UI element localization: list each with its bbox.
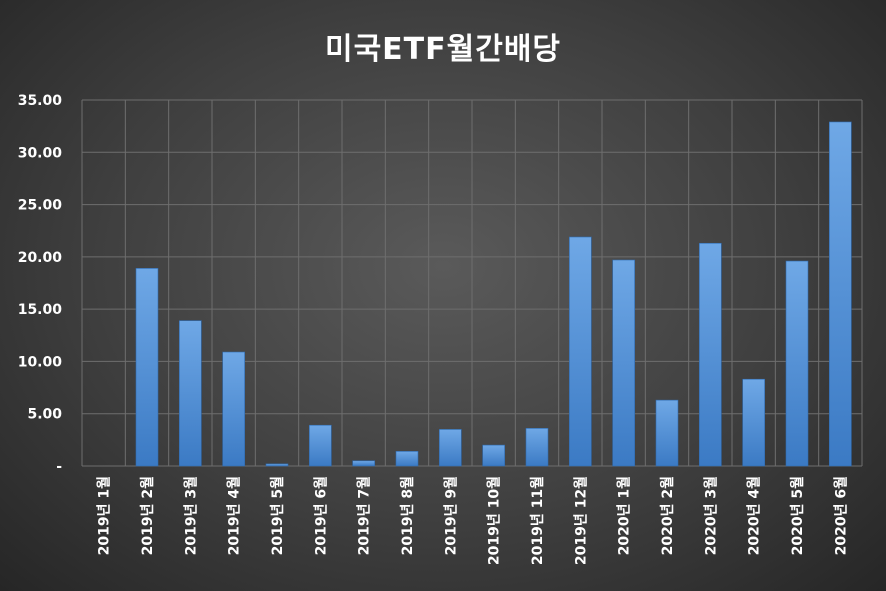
x-tick-label: 2019년 11월 <box>529 476 546 565</box>
bar <box>395 451 419 467</box>
y-tick-label: 10.00 <box>18 354 63 370</box>
bar <box>829 121 852 467</box>
x-tick-label: 2020년 3월 <box>702 476 719 555</box>
bar <box>785 260 809 467</box>
bar <box>222 351 245 467</box>
y-tick-label: 25.00 <box>18 198 63 214</box>
x-tick-label: 2019년 12월 <box>572 476 589 565</box>
x-tick-label: 2019년 7월 <box>356 476 373 555</box>
x-tick-label: 2020년 1월 <box>616 476 633 555</box>
x-tick-label: 2020년 6월 <box>832 476 849 555</box>
y-tick-label: 20.00 <box>18 250 63 266</box>
x-tick-label: 2020년 2월 <box>659 476 676 555</box>
bar <box>742 378 765 467</box>
x-tick-label: 2019년 1월 <box>96 476 113 555</box>
bar <box>352 460 375 467</box>
x-tick-label: 2019년 8월 <box>399 476 416 555</box>
x-tick-label: 2019년 6월 <box>312 476 329 555</box>
x-tick-label: 2020년 4월 <box>746 476 763 555</box>
x-tick-label: 2019년 3월 <box>182 476 199 555</box>
bar <box>482 444 505 467</box>
y-tick-label: - <box>56 459 62 475</box>
bar <box>612 259 635 467</box>
bar <box>655 399 679 467</box>
x-tick-label: 2019년 2월 <box>139 476 156 555</box>
bar <box>439 429 462 467</box>
bar <box>179 320 202 467</box>
x-tick-label: 2019년 4월 <box>226 476 243 555</box>
bar <box>569 236 592 467</box>
bar <box>525 428 549 467</box>
bar <box>309 424 332 467</box>
y-tick-label: 5.00 <box>27 407 62 423</box>
y-tick-label: 30.00 <box>18 145 63 161</box>
x-tick-label: 2019년 5월 <box>269 476 286 555</box>
x-tick-label: 2020년 5월 <box>789 476 806 555</box>
x-tick-label: 2019년 9월 <box>442 476 459 555</box>
x-tick-label: 2019년 10월 <box>486 476 503 565</box>
bar <box>135 268 159 467</box>
y-tick-label: 35.00 <box>18 93 63 109</box>
bar <box>699 242 722 467</box>
bar <box>265 463 289 467</box>
y-tick-label: 15.00 <box>18 302 63 318</box>
chart-title: 미국ETF월간배당 <box>324 32 562 67</box>
